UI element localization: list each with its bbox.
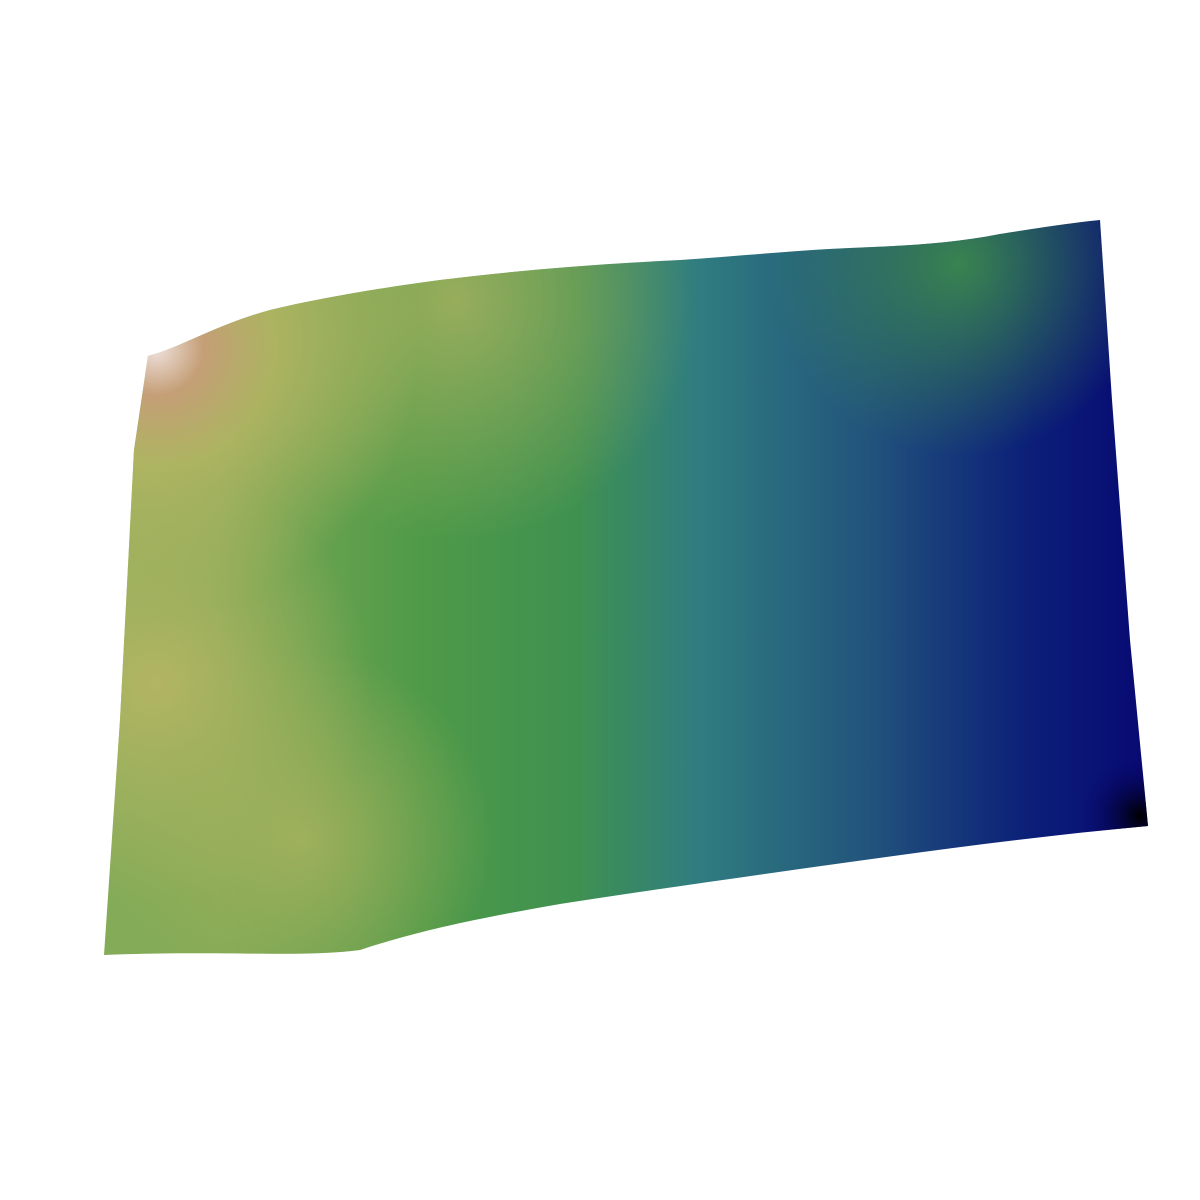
terrain-mesh <box>104 220 1148 955</box>
3d-viewport[interactable] <box>0 0 1200 1200</box>
terrain-surface-plot[interactable] <box>0 0 1200 1200</box>
